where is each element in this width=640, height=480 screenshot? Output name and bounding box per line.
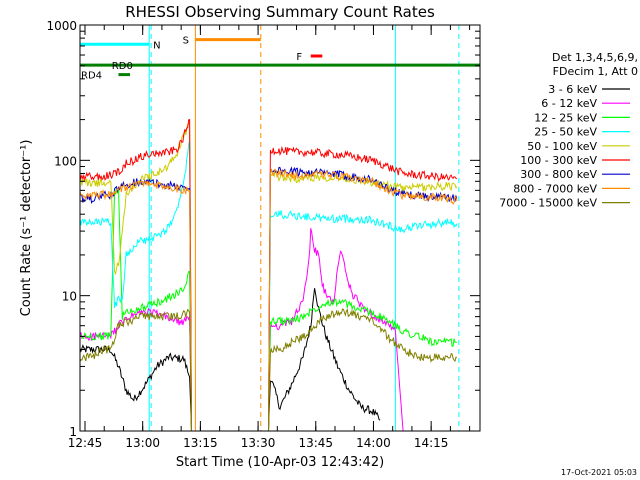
legend-label-4: 50 - 100 keV <box>527 140 597 153</box>
x-tick-label-1: 13:00 <box>125 436 160 450</box>
legend: Det 1,3,4,5,6,9,FDecim 1, Att 0 3 - 6 keV… <box>499 51 638 210</box>
legend-label-2: 12 - 25 keV <box>534 111 597 124</box>
plot-frame <box>79 24 481 432</box>
state-label-rd0: RD0 <box>112 61 133 72</box>
x-tick-label-4: 13:45 <box>298 436 333 450</box>
timestamp: 17-Oct-2021 05:03 <box>561 468 637 477</box>
x-tick-label-0: 12:45 <box>68 436 103 450</box>
legend-label-1: 6 - 12 keV <box>541 97 597 110</box>
x-tick-label-5: 14:00 <box>356 436 391 450</box>
x-tick-label-3: 13:30 <box>241 436 276 450</box>
y-tick-label-0: 1 <box>69 425 77 439</box>
y-axis-label: Count Rate (s⁻¹ detector⁻¹) <box>19 140 34 317</box>
legend-label-8: 7000 - 15000 keV <box>499 197 597 210</box>
state-label-s: S <box>183 36 189 47</box>
axes: 12:45 13:00 13:15 13:30 13:45 14:00 14:15 1 10 10… <box>46 19 480 450</box>
state-label-rd4: RD4 <box>81 71 102 82</box>
y-tick-label-1: 10 <box>62 290 77 304</box>
state-label-f: F <box>296 52 302 63</box>
legend-label-3: 25 - 50 keV <box>534 126 597 139</box>
x-tick-label-2: 13:15 <box>183 436 218 450</box>
chart-title: RHESSI Observing Summary Count Rates <box>125 3 435 21</box>
state-label-n: N <box>153 40 160 51</box>
legend-label-0: 3 - 6 keV <box>548 83 597 96</box>
x-axis-label: Start Time (10-Apr-03 12:43:42) <box>176 455 384 470</box>
y-tick-label-3: 1000 <box>46 19 77 33</box>
y-tick-label-2: 100 <box>54 154 77 168</box>
legend-label-5: 100 - 300 keV <box>520 154 597 167</box>
legend-label-7: 800 - 7000 keV <box>513 182 597 195</box>
x-tick-label-6: 14:15 <box>414 436 449 450</box>
legend-header-0: Det 1,3,4,5,6,9, <box>552 51 638 64</box>
legend-label-6: 300 - 800 keV <box>520 168 597 181</box>
legend-header-1: FDecim 1, Att 0 <box>553 65 638 78</box>
